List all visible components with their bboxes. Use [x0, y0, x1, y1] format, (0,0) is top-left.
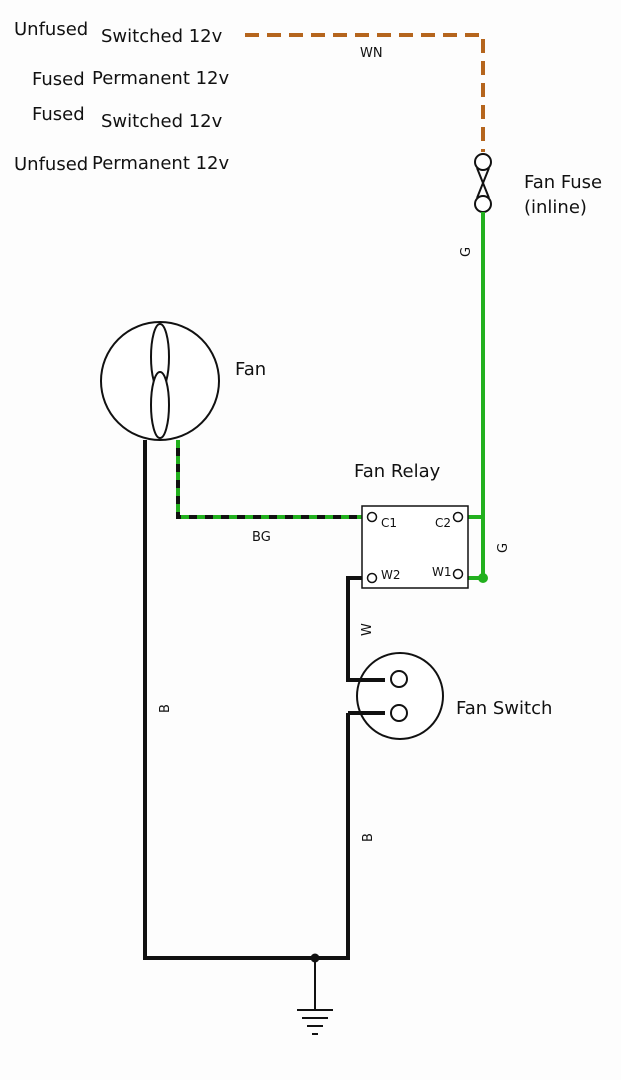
legend-row4-type: Permanent 12v: [92, 153, 230, 174]
legend-row2-qualifier: Fused: [32, 69, 85, 90]
fan-fuse-sublabel: (inline): [524, 197, 587, 218]
wire-g-junction: [478, 573, 488, 583]
ground-icon: [297, 953, 333, 1035]
wire-g-right-code: G: [496, 543, 511, 553]
wire-b-right-code: B: [361, 833, 376, 842]
relay-c1-label: C1: [381, 516, 397, 530]
relay-terminals: [366, 511, 464, 584]
wire-bg-code: BG: [252, 530, 271, 545]
wire-wn-code: WN: [360, 46, 383, 61]
fan-fuse-icon: [474, 153, 492, 213]
wire-g-top-code: G: [459, 247, 474, 257]
relay-w1-label: W1: [432, 565, 452, 579]
wire-bg-stripe: [176, 440, 362, 519]
legend-row1-qualifier: Unfused: [14, 19, 88, 40]
legend-row3-qualifier: Fused: [32, 104, 85, 125]
fan-icon: [100, 321, 220, 441]
fan-switch-icon: [348, 652, 444, 740]
wire-b-left-code: B: [158, 704, 173, 713]
fan-switch-label: Fan Switch: [456, 698, 552, 719]
relay-c2-label: C2: [435, 516, 451, 530]
wire-w-code: W: [360, 623, 375, 636]
fan-label: Fan: [235, 359, 266, 380]
wire-bg-base: [176, 440, 362, 519]
fan-relay-box: [361, 505, 469, 589]
legend-row4-qualifier: Unfused: [14, 154, 88, 175]
wire-wn: [245, 33, 485, 152]
legend-row1-type: Switched 12v: [101, 26, 223, 47]
legend-row2-type: Permanent 12v: [92, 68, 230, 89]
fan-relay-label: Fan Relay: [354, 461, 441, 482]
wire-b-fan: [143, 440, 315, 960]
relay-w2-label: W2: [381, 568, 401, 582]
fan-fuse-label: Fan Fuse: [524, 172, 602, 193]
legend-row3-type: Switched 12v: [101, 111, 223, 132]
wire-b-switch: [315, 713, 350, 960]
